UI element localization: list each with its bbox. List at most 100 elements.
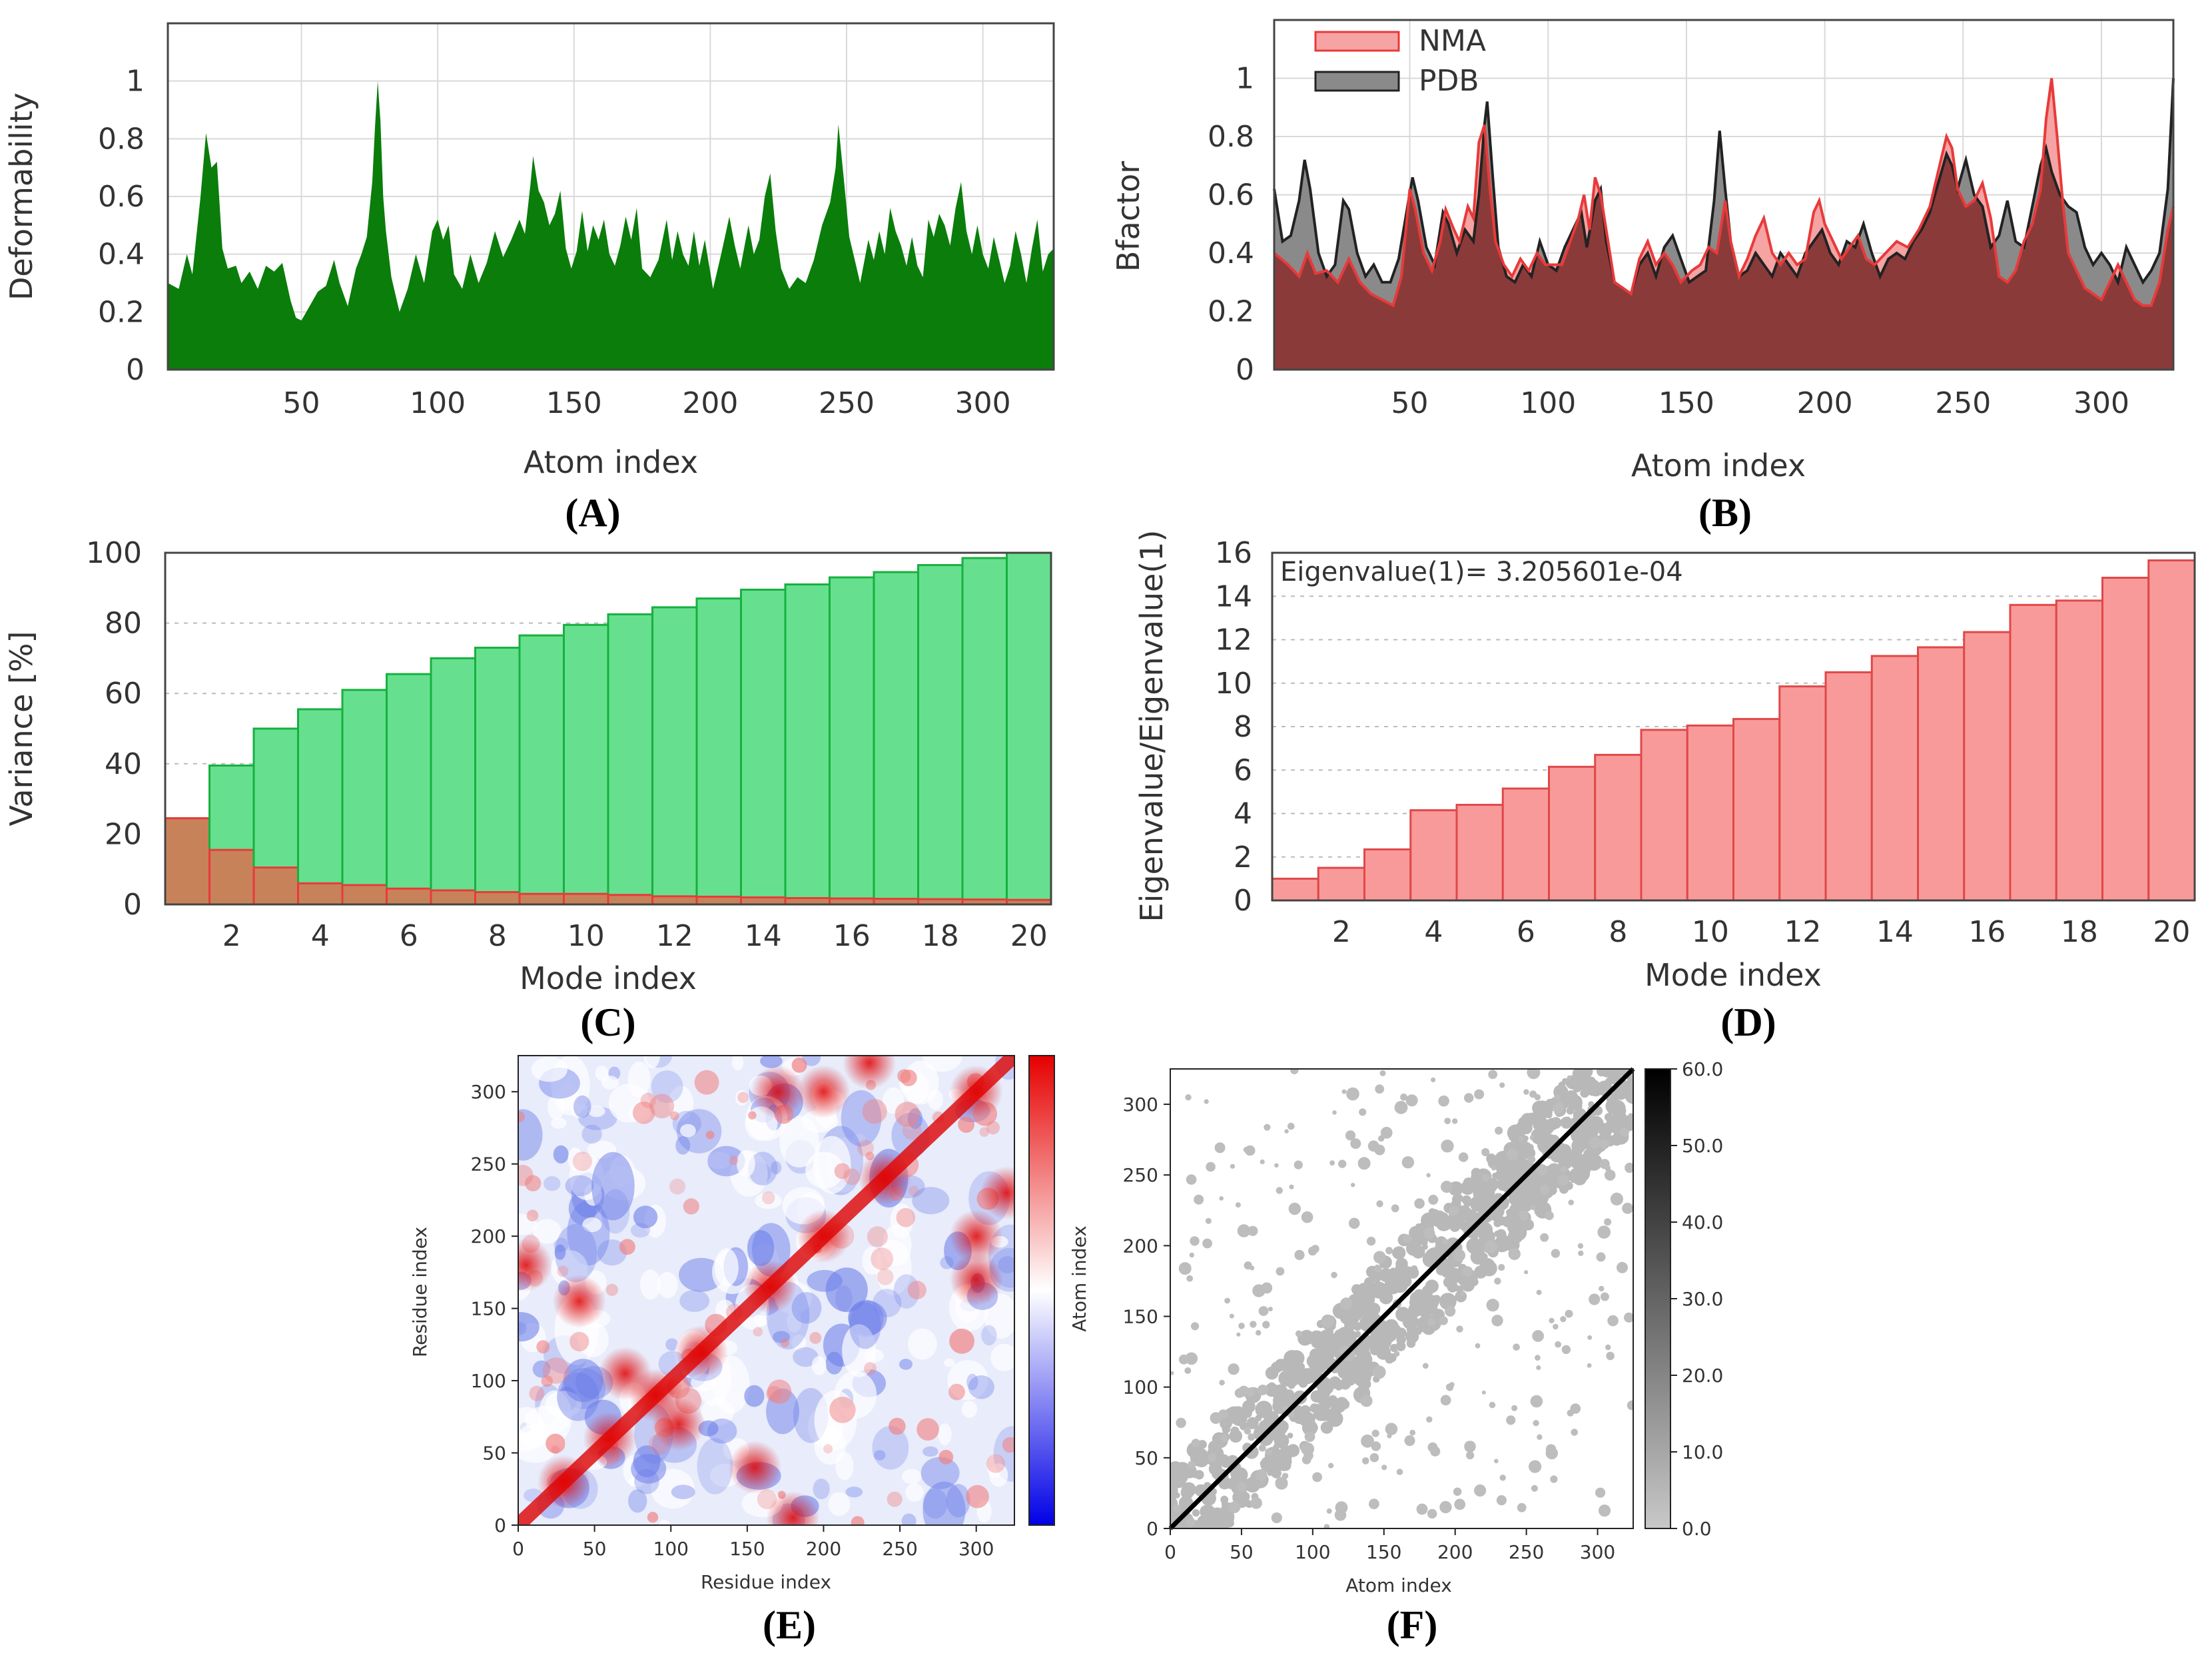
chart-e-cell bbox=[542, 1357, 569, 1384]
chart-f-contact bbox=[1176, 1417, 1186, 1429]
chart-f-contact bbox=[1604, 1113, 1613, 1122]
chart-f-contact bbox=[1533, 1200, 1545, 1213]
chart-e-hotspot bbox=[552, 1274, 606, 1328]
chart-d-xtick-label: 12 bbox=[1784, 915, 1821, 949]
chart-f-contact bbox=[1525, 1148, 1536, 1159]
chart-e-heatmap-cells bbox=[518, 1056, 1014, 1525]
chart-f-contact bbox=[1400, 1093, 1407, 1101]
chart-f-contact bbox=[1466, 1237, 1483, 1254]
chart-e-cell bbox=[651, 1469, 695, 1509]
chart-e-cell bbox=[647, 1512, 659, 1523]
chart-b-ytick-label: 0 bbox=[1236, 353, 1254, 387]
chart-e-cell bbox=[557, 1372, 599, 1421]
chart-f-contact bbox=[1301, 1455, 1311, 1465]
chart-f-contact bbox=[1214, 1142, 1226, 1154]
chart-f-contact bbox=[1268, 1429, 1280, 1441]
chart-f-ytick-label: 150 bbox=[1123, 1306, 1158, 1328]
chart-f-contact bbox=[1271, 1512, 1282, 1524]
chart-e-cell bbox=[557, 1265, 569, 1277]
chart-c-x-ticks: 2 4 6 8 10 12 14 16 18 20 bbox=[222, 919, 1048, 953]
chart-f-contact bbox=[1258, 1444, 1266, 1452]
chart-f-colorbar-tick-label: 60.0 bbox=[1682, 1058, 1723, 1080]
chart-d-ytick-label: 16 bbox=[1215, 536, 1252, 570]
chart-d-bar bbox=[2009, 603, 2057, 902]
chart-e-cell bbox=[766, 1386, 782, 1402]
chart-f-contact bbox=[1426, 1416, 1433, 1423]
chart-f-contact bbox=[1464, 1093, 1474, 1103]
chart-f-contact bbox=[1463, 1209, 1479, 1224]
chart-e-ytick-label: 0 bbox=[494, 1514, 506, 1536]
chart-e-xtick-label: 100 bbox=[653, 1538, 689, 1560]
chart-f-contact bbox=[1511, 1405, 1518, 1411]
chart-f-contact bbox=[1389, 1343, 1399, 1353]
chart-e-cell bbox=[961, 1401, 978, 1418]
chart-e-cell bbox=[567, 1147, 583, 1171]
chart-c-ytick-label: 40 bbox=[105, 747, 142, 781]
chart-f-contact bbox=[1481, 1148, 1490, 1157]
chart-e-cell bbox=[902, 1469, 922, 1485]
chart-e-ytick-label: 100 bbox=[471, 1370, 506, 1392]
chart-f-contact bbox=[1360, 1395, 1373, 1407]
chart-e-cell bbox=[802, 1056, 821, 1066]
chart-e-hotspot bbox=[518, 1238, 553, 1292]
chart-f-contact bbox=[1334, 1509, 1347, 1521]
chart-e-cell bbox=[619, 1239, 635, 1255]
chart-c-ytick-label: 80 bbox=[105, 607, 142, 641]
chart-e-cell bbox=[643, 1056, 660, 1069]
chart-f-x-ticks: 0 50 100 150 200 250 300 bbox=[1164, 1528, 1615, 1563]
chart-e-cell bbox=[518, 1165, 534, 1186]
chart-f-contact bbox=[1393, 1351, 1400, 1357]
chart-f-contact bbox=[1533, 1420, 1539, 1427]
chart-a-plot-border bbox=[167, 22, 1055, 371]
chart-f-contact bbox=[1367, 1303, 1381, 1315]
chart-e-ytick-label: 150 bbox=[471, 1298, 506, 1320]
chart-e-cell bbox=[676, 1109, 722, 1154]
chart-e-cell bbox=[893, 1274, 920, 1309]
chart-d-xtick-label: 6 bbox=[1517, 915, 1535, 949]
chart-e-cell bbox=[628, 1489, 647, 1513]
chart-f-contact bbox=[1361, 1434, 1374, 1448]
chart-f-contact bbox=[1532, 1330, 1545, 1342]
chart-e-cell bbox=[705, 1130, 715, 1140]
chart-f-contact bbox=[1178, 1262, 1192, 1275]
chart-a-ytick-label: 0.8 bbox=[98, 122, 145, 156]
chart-e-cell bbox=[518, 1213, 538, 1235]
chart-f-contact bbox=[1481, 1173, 1489, 1181]
chart-e: 0 50 100 150 200 250 300 0 50 100 150 200 250 300 Re… bbox=[409, 1055, 1090, 1647]
chart-f-contact bbox=[1555, 1094, 1561, 1100]
chart-f-contact bbox=[1371, 1327, 1382, 1338]
chart-f-contact bbox=[1257, 1385, 1268, 1395]
chart-f-contact bbox=[1445, 1305, 1456, 1317]
chart-c-bar-cumulative bbox=[740, 588, 787, 906]
chart-f-contact bbox=[1481, 1390, 1486, 1395]
chart-d-bar bbox=[1501, 787, 1550, 902]
chart-e-cell bbox=[834, 1163, 851, 1179]
chart-f-contact bbox=[1519, 1219, 1531, 1231]
chart-f-contact bbox=[1256, 1330, 1262, 1336]
chart-e-cell bbox=[753, 1327, 763, 1337]
chart-a-deformability-area bbox=[168, 81, 1054, 370]
chart-f-contact bbox=[1301, 1211, 1313, 1223]
chart-f-contact bbox=[1178, 1354, 1189, 1365]
chart-f-contact bbox=[1509, 1154, 1515, 1160]
chart-c-bar-cumulative bbox=[607, 613, 653, 906]
legend-label-nma: NMA bbox=[1419, 24, 1486, 58]
chart-f-contact bbox=[1416, 1503, 1428, 1515]
chart-a-xtick-label: 300 bbox=[955, 386, 1011, 420]
chart-f-contact bbox=[1234, 1388, 1245, 1398]
chart-e-cell bbox=[823, 1444, 833, 1454]
chart-d-bar bbox=[2147, 559, 2196, 902]
chart-c-ytick-label: 0 bbox=[123, 888, 142, 922]
chart-f-contact bbox=[1595, 1487, 1606, 1498]
chart-b-xtick-label: 250 bbox=[1935, 386, 1991, 420]
chart-e-cell bbox=[793, 1347, 819, 1367]
chart-e-cell bbox=[729, 1156, 739, 1165]
chart-f-contact bbox=[1494, 1459, 1499, 1464]
chart-f-xtick-label: 200 bbox=[1437, 1541, 1473, 1563]
chart-e-cell bbox=[640, 1092, 656, 1109]
chart-c-bar-cumulative bbox=[651, 606, 698, 906]
chart-e-cell bbox=[737, 1150, 755, 1177]
chart-e-cell bbox=[966, 1373, 978, 1391]
chart-f-contact bbox=[1255, 1469, 1268, 1481]
chart-f-contact bbox=[1381, 1465, 1387, 1471]
